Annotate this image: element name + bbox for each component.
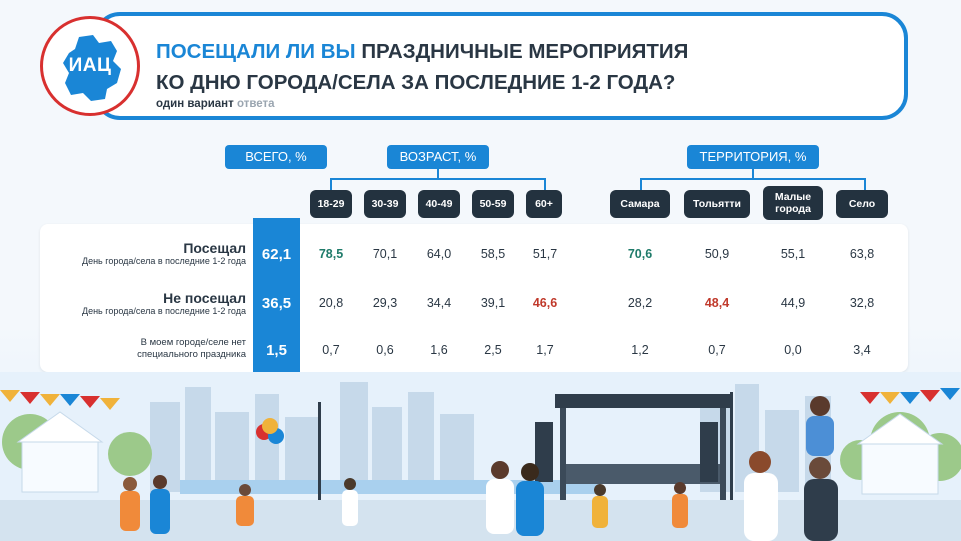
page-title: ПОСЕЩАЛИ ЛИ ВЫ ПРАЗДНИЧНЫЕ МЕРОПРИЯТИЯ К…: [156, 36, 796, 98]
row-label-visited: Посещал День города/села в последние 1-2…: [82, 240, 246, 266]
iac-logo: ИАЦ: [40, 16, 140, 116]
cell-age: 58,5: [480, 247, 506, 261]
subtitle-bold: один вариант: [156, 98, 234, 110]
territory-bracket: [640, 178, 866, 192]
cell-territory: 70,6: [627, 247, 653, 261]
header-card: ПОСЕЩАЛИ ЛИ ВЫ ПРАЗДНИЧНЫЕ МЕРОПРИЯТИЯ К…: [94, 12, 908, 120]
cell-age: 1,6: [430, 343, 448, 357]
cell-total: 1,5: [266, 342, 287, 359]
cell-age: 34,4: [426, 296, 452, 310]
cell-territory: 28,2: [627, 296, 653, 310]
cell-age: 20,8: [318, 296, 344, 310]
cell-age: 2,5: [484, 343, 502, 357]
cell-total: 36,5: [261, 295, 292, 312]
title-accent: ПОСЕЩАЛИ ЛИ ВЫ: [156, 40, 356, 63]
row-title-line1: В моем городе/селе нет: [140, 337, 246, 348]
territory-bracket-stem: [752, 169, 754, 179]
region-map-icon: [63, 35, 121, 101]
age-bracket-stem: [437, 169, 439, 179]
festival-illustration: [0, 372, 961, 541]
results-table: [40, 224, 908, 372]
cell-territory: 0,7: [708, 343, 726, 357]
col-head-age-50-59: 50-59: [472, 190, 514, 218]
cell-age: 0,6: [376, 343, 394, 357]
row-label-not-visited: Не посещал День города/села в последние …: [82, 290, 246, 316]
cell-age: 0,7: [322, 343, 340, 357]
group-age-header: ВОЗРАСТ, %: [387, 145, 489, 169]
page-subtitle: один вариант ответа: [156, 98, 275, 110]
cell-territory: 1,2: [631, 343, 649, 357]
row-title: Не посещал: [163, 290, 246, 306]
cell-age: 51,7: [532, 247, 558, 261]
col-head-village: Село: [836, 190, 888, 218]
col-head-age-18-29: 18-29: [310, 190, 352, 218]
cell-territory: 44,9: [780, 296, 806, 310]
cell-age: 70,1: [372, 247, 398, 261]
cell-total: 62,1: [261, 246, 292, 263]
cell-age: 1,7: [536, 343, 554, 357]
title-line2: КО ДНЮ ГОРОДА/СЕЛА ЗА ПОСЛЕДНИЕ 1-2 ГОДА…: [156, 71, 676, 94]
cell-territory: 55,1: [780, 247, 806, 261]
cell-territory: 0,0: [784, 343, 802, 357]
age-bracket: [330, 178, 546, 192]
cell-age: 46,6: [532, 296, 558, 310]
cell-age: 64,0: [426, 247, 452, 261]
cell-age: 29,3: [372, 296, 398, 310]
row-subtitle: День города/села в последние 1-2 года: [81, 256, 246, 266]
title-rest: ПРАЗДНИЧНЫЕ МЕРОПРИЯТИЯ: [361, 40, 689, 63]
col-head-samara: Самара: [610, 190, 670, 218]
cell-territory: 63,8: [849, 247, 875, 261]
cell-age: 78,5: [318, 247, 344, 261]
cell-territory: 48,4: [704, 296, 730, 310]
cell-territory: 3,4: [853, 343, 871, 357]
row-title-line2: специального праздника: [137, 349, 246, 360]
group-territory-header: ТЕРРИТОРИЯ, %: [687, 145, 819, 169]
logo-text: ИАЦ: [68, 55, 112, 76]
row-title: Посещал: [183, 240, 246, 256]
row-label-no-holiday: В моем городе/селе нет специального праз…: [137, 337, 246, 361]
row-subtitle: День города/села в последние 1-2 года: [81, 306, 246, 316]
col-head-age-40-49: 40-49: [418, 190, 460, 218]
col-head-age-60plus: 60+: [526, 190, 562, 218]
total-column: [253, 218, 300, 372]
group-total-header: ВСЕГО, %: [225, 145, 327, 169]
cell-territory: 50,9: [704, 247, 730, 261]
cell-age: 39,1: [480, 296, 506, 310]
subtitle-grey: ответа: [236, 98, 275, 110]
col-head-age-30-39: 30-39: [364, 190, 406, 218]
cell-territory: 32,8: [849, 296, 875, 310]
col-head-small-towns: Малые города: [763, 186, 823, 220]
col-head-tolyatti: Тольятти: [684, 190, 750, 218]
